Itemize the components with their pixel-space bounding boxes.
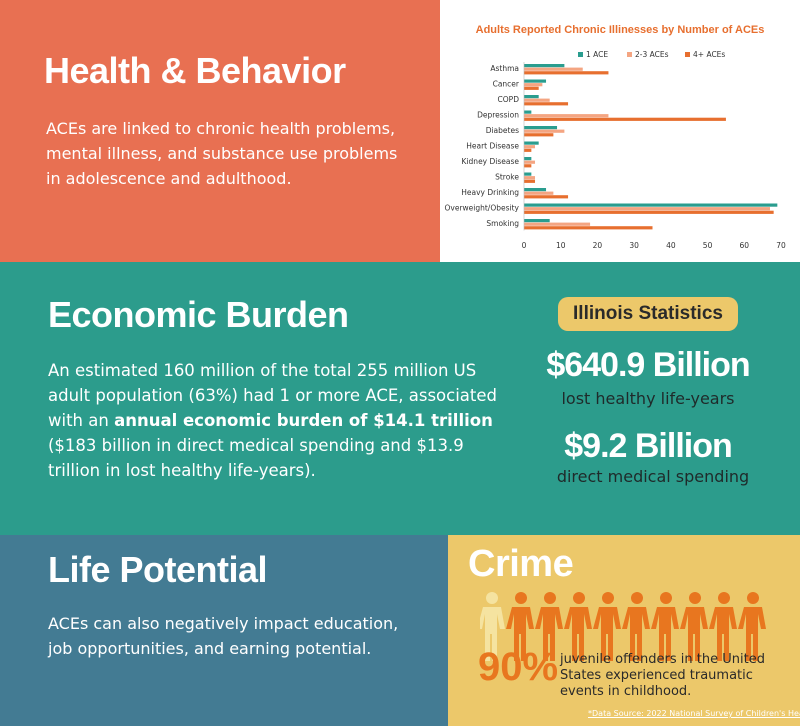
bar-cancer-2 [524,86,539,90]
person-figure-filled [651,592,679,661]
bar-kidney-disease-1 [524,160,536,164]
stat1-label: lost healthy life-years [561,389,735,408]
economic-body: An estimated 160 million of the total 25… [48,358,518,483]
bar-kidney-disease-2 [524,164,532,168]
people-figures [480,592,766,661]
category-label: Stroke [495,173,519,182]
bar-cancer-1 [524,83,543,87]
person-figure-empty [480,592,505,661]
category-label: Depression [477,111,519,120]
legend-label-2: 4+ ACEs [693,50,725,59]
illinois-statistics-badge: Illinois Statistics [558,297,738,331]
bar-overweight-obesity-0 [524,203,778,207]
economic-body-part2: ($183 billion in direct medical spending… [48,436,464,480]
category-labels: Asthma Cancer COPD Depression Diabetes Heart … [444,64,519,228]
health-behavior-panel: Health & Behavior ACEs are linked to chr… [0,0,440,262]
life-title: Life Potential [48,549,268,590]
bar-heart-disease-0 [524,141,539,145]
x-tick-label: 20 [593,241,603,250]
life-potential-panel: Life Potential ACEs can also negatively … [0,535,448,726]
person-figure-filled [709,592,737,661]
person-figure-filled [738,592,766,661]
legend-swatch-1 [627,52,632,57]
bar-overweight-obesity-1 [524,207,770,211]
category-label: Heavy Drinking [461,188,519,197]
bar-kidney-disease-0 [524,157,532,161]
x-tick-label: 70 [776,241,786,250]
bar-smoking-1 [524,222,591,226]
legend-label-1: 2-3 ACEs [635,50,669,59]
category-label: Diabetes [486,126,519,135]
x-tick-label: 30 [629,241,639,250]
person-figure-filled [622,592,650,661]
bar-diabetes-1 [524,129,565,133]
bar-asthma-0 [524,64,565,68]
bar-heart-disease-1 [524,145,536,149]
category-label: Cancer [493,80,520,89]
stat2-label: direct medical spending [556,467,750,486]
bar-copd-1 [524,98,550,102]
bar-smoking-2 [524,226,653,230]
category-label: Heart Disease [466,142,519,151]
health-body: ACEs are linked to chronic health proble… [46,119,398,188]
economic-title: Economic Burden [48,294,349,335]
health-title: Health & Behavior [44,50,346,91]
chart-legend: 1 ACE 2-3 ACEs 4+ ACEs [578,50,725,59]
data-source-note[interactable]: *Data Source: 2022 National Survey of Ch… [588,709,800,718]
legend-label-0: 1 ACE [586,50,608,59]
bar-depression-2 [524,117,726,121]
crime-panel: Crime 90% juvenile offenders in the Unit… [448,535,800,726]
bar-asthma-1 [524,67,583,71]
category-label: Kidney Disease [462,157,520,166]
category-label: Asthma [490,64,519,73]
bars [523,62,778,231]
bar-copd-2 [524,102,569,106]
bar-smoking-0 [524,219,550,223]
crime-percent: 90% [478,645,559,689]
bar-heavy-drinking-0 [524,188,547,192]
person-figure-filled [535,592,563,661]
category-label: Smoking [486,219,519,228]
economic-body-bold: annual economic burden of $14.1 trillion [114,411,493,430]
x-tick-label: 0 [522,241,527,250]
x-tick-label: 60 [740,241,750,250]
crime-text: juvenile offenders in the United States … [560,652,765,699]
chronic-illness-chart: Adults Reported Chronic Illinesses by Nu… [444,24,786,250]
x-ticks: 0 10 20 30 40 50 60 70 [522,241,786,250]
bar-depression-1 [524,114,609,118]
bar-asthma-2 [524,71,609,75]
bar-heart-disease-2 [524,148,532,152]
person-figure-filled [680,592,708,661]
bar-depression-0 [524,110,532,114]
chart-title: Adults Reported Chronic Illinesses by Nu… [476,24,765,36]
x-tick-label: 40 [666,241,676,250]
life-body: ACEs can also negatively impact educatio… [48,614,399,658]
legend-swatch-2 [685,52,690,57]
person-figure-filled [593,592,621,661]
bar-diabetes-2 [524,133,554,137]
bar-overweight-obesity-2 [524,210,774,214]
economic-burden-panel: Economic Burden An estimated 160 million… [0,262,800,535]
x-tick-label: 50 [703,241,713,250]
category-label: COPD [498,95,520,104]
person-figure-filled [564,592,592,661]
bar-diabetes-0 [524,126,558,130]
bar-heavy-drinking-1 [524,191,554,195]
bar-stroke-0 [524,172,532,176]
chart-panel: Adults Reported Chronic Illinesses by Nu… [440,0,800,262]
legend-swatch-0 [578,52,583,57]
stat2-value: $9.2 Billion [564,427,733,465]
crime-title: Crime [468,543,574,585]
bar-stroke-1 [524,176,536,180]
bar-copd-0 [524,95,539,99]
bar-stroke-2 [524,179,536,183]
bar-cancer-0 [524,79,547,83]
bar-heavy-drinking-2 [524,195,569,199]
person-figure-filled [506,592,534,661]
x-tick-label: 10 [556,241,566,250]
economic-body-part1: An estimated 160 million of the total 25… [48,361,498,430]
stat1-value: $640.9 Billion [546,346,750,384]
category-label: Overweight/Obesity [444,204,519,213]
